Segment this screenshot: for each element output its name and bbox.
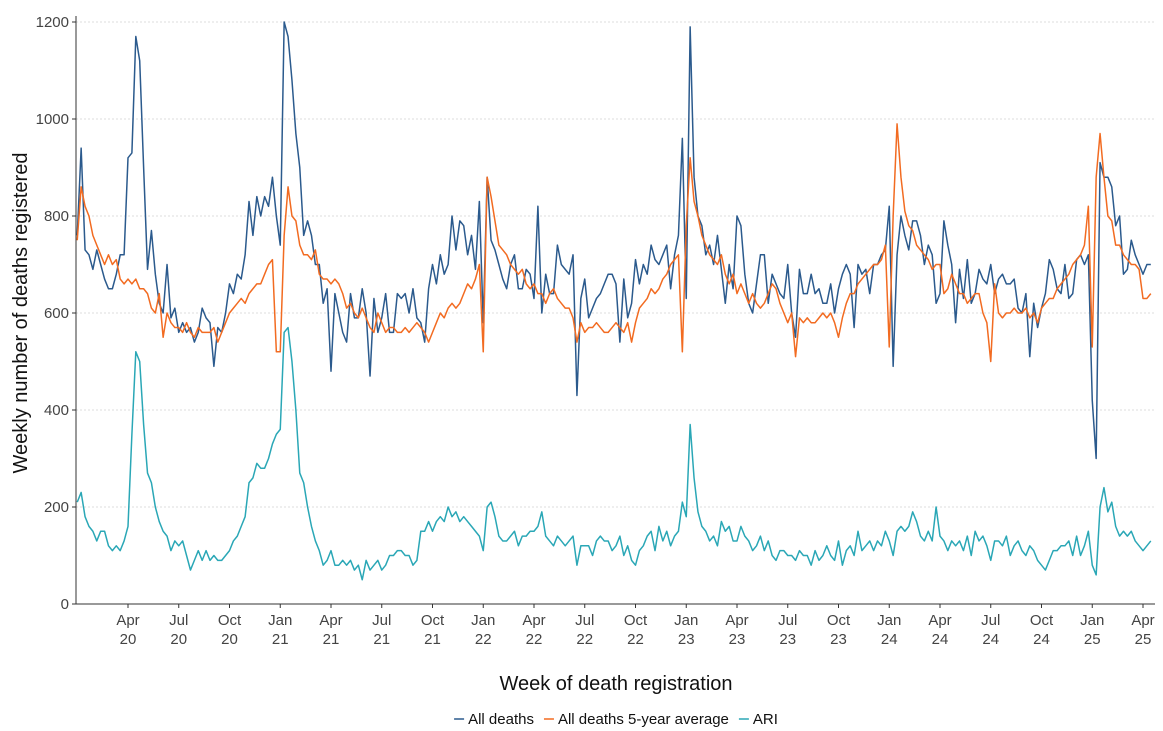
x-tick-label: Jul 23 <box>778 612 797 648</box>
x-tick-label: Apr 23 <box>725 612 748 648</box>
x-tick-label: Oct 22 <box>624 612 648 648</box>
y-tick-label: 800 <box>44 208 69 225</box>
legend-label: All deaths 5-year average <box>558 711 729 728</box>
x-tick-label: Oct 24 <box>1030 612 1054 648</box>
x-tick-label: Apr 24 <box>928 612 951 648</box>
series-line <box>76 123 1152 363</box>
x-tick-label: Oct 20 <box>218 612 242 648</box>
y-tick-label: 400 <box>44 402 69 419</box>
x-tick-label: Jan 24 <box>877 612 901 648</box>
x-tick-label: Apr 20 <box>116 612 139 648</box>
x-tick-label: Jul 24 <box>981 612 1000 648</box>
x-tick-label: Oct 21 <box>421 612 445 648</box>
x-tick-label: Apr 25 <box>1131 612 1154 648</box>
legend-item: All deaths <box>454 711 534 728</box>
series-line <box>76 21 1151 460</box>
y-axis-title: Weekly number of deaths registered <box>10 153 32 474</box>
x-tick-label: Jul 22 <box>575 612 594 648</box>
x-tick-label: Oct 23 <box>827 612 851 648</box>
y-tick-label: 1000 <box>36 111 69 128</box>
legend: All deaths All deaths 5-year average ARI <box>454 711 778 728</box>
x-tick-label: Jan 23 <box>674 612 698 648</box>
x-tick-label: Apr 22 <box>522 612 545 648</box>
x-tick-label: Apr 21 <box>319 612 342 648</box>
x-tick-label: Jan 22 <box>471 612 495 648</box>
y-tick-label: 600 <box>44 305 69 322</box>
y-tick-label: 1200 <box>36 14 69 31</box>
y-tick-label: 0 <box>61 596 69 613</box>
legend-item: All deaths 5-year average <box>543 711 729 728</box>
legend-item: ARI <box>738 711 778 728</box>
x-tick-label: Jul 21 <box>372 612 391 648</box>
series-line <box>76 326 1152 581</box>
legend-label: All deaths <box>468 711 534 728</box>
legend-label: ARI <box>753 711 778 728</box>
x-tick-label: Jul 20 <box>169 612 188 648</box>
x-axis-title: Week of death registration <box>499 673 732 695</box>
x-tick-label: Jan 21 <box>268 612 292 648</box>
x-tick-label: Jan 25 <box>1080 612 1104 648</box>
y-tick-label: 200 <box>44 499 69 516</box>
